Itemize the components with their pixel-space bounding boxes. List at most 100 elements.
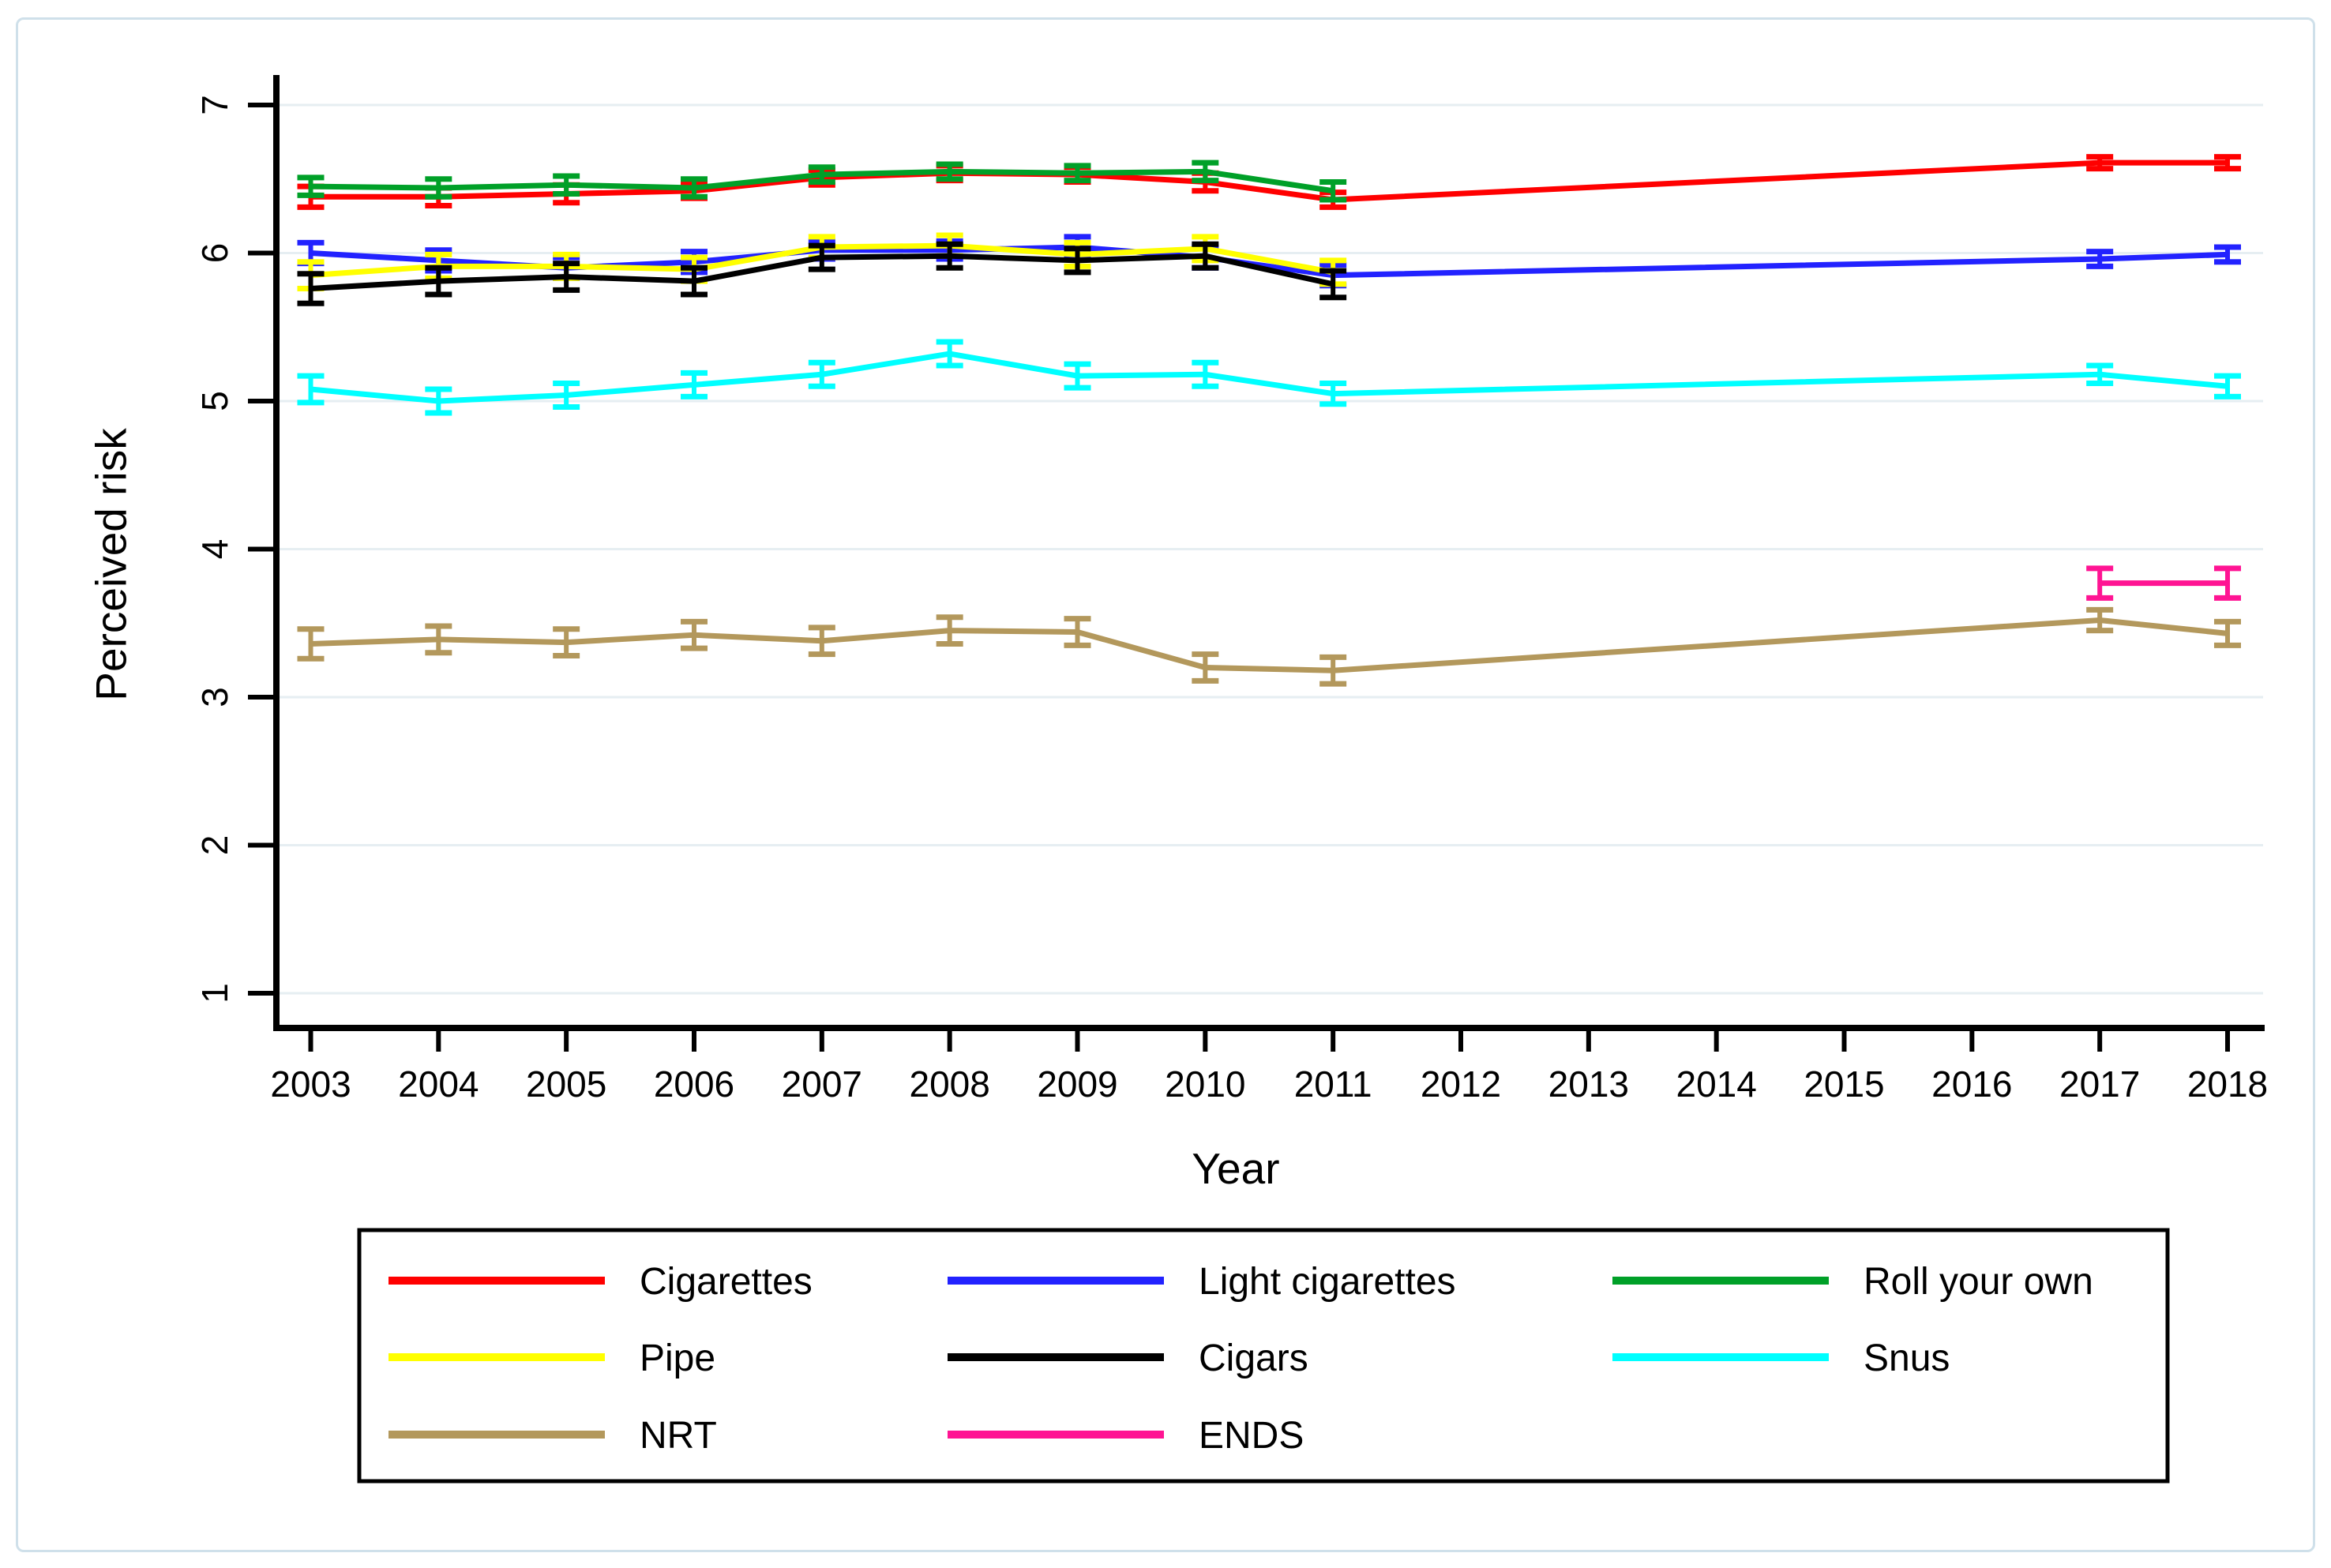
series-ends (2086, 565, 2241, 601)
x-tick-label: 2012 (1421, 1063, 1501, 1105)
series-line-snus (310, 351, 2228, 404)
x-tick-label: 2015 (1804, 1063, 1884, 1105)
error-bar (1319, 654, 1347, 687)
x-tick-label: 2007 (782, 1063, 862, 1105)
legend-item-label: NRT (640, 1415, 717, 1457)
error-bar (553, 261, 580, 293)
x-tick-label: 2004 (398, 1063, 479, 1105)
error-bar (425, 264, 452, 298)
error-bar (936, 614, 963, 647)
error-bar (425, 386, 452, 416)
series-nrt (297, 606, 2241, 687)
x-tick-labels: 2003 2004 2005 2006 2007 2008 2009 2010 2011 2012… (270, 1063, 2268, 1105)
error-bar (553, 626, 580, 658)
error-bar (2086, 565, 2114, 601)
series-roll-your-own (297, 159, 1347, 203)
error-bar (1319, 268, 1347, 301)
error-bar (297, 373, 325, 406)
error-bar (1064, 163, 1091, 184)
x-tick-label: 2014 (1676, 1063, 1756, 1105)
legend-item: ENDS (948, 1415, 1304, 1457)
x-tick-label: 2016 (1931, 1063, 2012, 1105)
error-bar (1192, 159, 1219, 184)
y-tick-label: 6 (194, 243, 235, 264)
x-tick-label: 2017 (2059, 1063, 2140, 1105)
y-tick-label: 2 (194, 835, 235, 856)
error-bar (1319, 179, 1347, 203)
y-axis-title: Perceived risk (87, 428, 136, 701)
error-bar (1192, 651, 1219, 684)
y-tick-label: 5 (194, 391, 235, 411)
y-tick-label: 7 (194, 95, 235, 115)
error-bar (553, 173, 580, 197)
legend-item: Pipe (388, 1337, 715, 1379)
legend-item: Cigars (948, 1337, 1308, 1379)
legend-item-label: Pipe (640, 1337, 715, 1379)
x-tick-label: 2018 (2187, 1063, 2268, 1105)
y-tick-label: 4 (194, 539, 235, 560)
error-bar (2086, 362, 2114, 386)
axes (248, 75, 2265, 1052)
error-bar (2086, 249, 2114, 269)
error-bar (2213, 618, 2241, 648)
x-tick-label: 2003 (270, 1063, 351, 1105)
series-snus (297, 339, 2241, 416)
series-layer (297, 154, 2241, 687)
error-bar (808, 359, 835, 389)
error-bar (2213, 244, 2241, 265)
legend: Cigarettes Light cigarettes Roll your own P… (357, 1228, 2170, 1484)
error-bar (936, 241, 963, 271)
legend-item-label: Cigarettes (640, 1261, 813, 1303)
error-bar (425, 623, 452, 656)
error-bar (680, 618, 708, 651)
error-bar (297, 174, 325, 198)
x-tick-label: 2009 (1037, 1063, 1117, 1105)
error-bar (1319, 381, 1347, 407)
error-bar (297, 626, 325, 662)
error-bar (808, 625, 835, 658)
error-bar (2086, 606, 2114, 634)
error-bar (297, 271, 325, 306)
error-bar (553, 381, 580, 410)
x-tick-label: 2006 (654, 1063, 734, 1105)
error-bar (808, 242, 835, 272)
x-tick-label: 2010 (1165, 1063, 1245, 1105)
error-bar (1192, 241, 1219, 271)
legend-item: NRT (388, 1415, 717, 1457)
y-tick-label: 3 (194, 687, 235, 707)
x-tick-label: 2005 (526, 1063, 606, 1105)
legend-item-label: ENDS (1199, 1415, 1304, 1457)
error-bar (680, 369, 708, 400)
x-tick-label: 2011 (1294, 1063, 1372, 1105)
legend-item: Light cigarettes (948, 1261, 1456, 1303)
legend-item: Cigarettes (388, 1261, 813, 1303)
y-tick-label: 1 (194, 983, 235, 1003)
legend-item-label: Roll your own (1864, 1261, 2093, 1303)
error-bar (2086, 154, 2114, 172)
legend-item: Snus (1612, 1337, 1950, 1379)
series-line-nrt (310, 617, 2228, 673)
error-bar (2213, 565, 2241, 601)
error-bar (1064, 361, 1091, 391)
legend-box (357, 1228, 2170, 1484)
legend-item-label: Cigars (1199, 1337, 1308, 1379)
error-bar (425, 176, 452, 200)
gridlines (276, 103, 2263, 995)
legend-item-label: Snus (1864, 1337, 1950, 1379)
x-tick-label: 2013 (1548, 1063, 1629, 1105)
error-bar (680, 264, 708, 298)
error-bar (1192, 359, 1219, 389)
error-bar (936, 161, 963, 182)
error-bar (2213, 373, 2241, 400)
error-bar (680, 176, 708, 200)
error-bar (1064, 246, 1091, 276)
legend-item: Roll your own (1612, 1261, 2093, 1303)
series-cigars (297, 241, 1347, 306)
error-bar (1064, 616, 1091, 648)
error-bar (2213, 154, 2241, 172)
error-bar (808, 164, 835, 185)
x-axis-title: Year (1192, 1144, 1279, 1193)
legend-item-label: Light cigarettes (1199, 1261, 1456, 1303)
